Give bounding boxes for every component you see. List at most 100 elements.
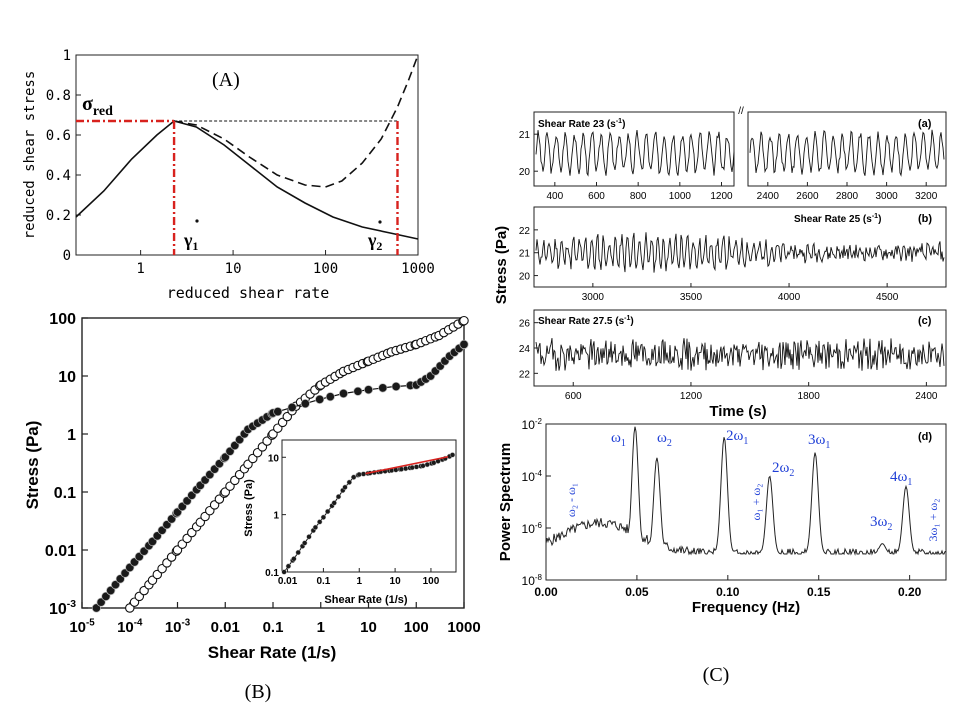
sub-a-left-xtick-label: 400: [546, 191, 563, 202]
inset-point: [351, 474, 357, 480]
inset-point: [449, 452, 456, 458]
panel-a-xlabel: reduced shear rate: [167, 284, 330, 302]
spectrum-ytick-label: 10-6: [522, 521, 543, 536]
b-xtick-label: 10-4: [117, 617, 143, 636]
spectrum-frame: [545, 423, 947, 581]
subpanel-b-title: Shear Rate 25 (s-1): [794, 213, 881, 225]
subpanel-a-label: (a): [918, 118, 932, 130]
b-filled-point: [101, 591, 111, 601]
peak-label-4omega1: 4ω1: [890, 469, 912, 488]
inset-xtick-label: 100: [423, 576, 440, 587]
inset-point: [325, 508, 331, 515]
a-xtick-label: 1: [136, 261, 144, 277]
subpanel-b-frame: [533, 206, 947, 288]
sigma-red-label: σred: [82, 93, 113, 119]
inset-point: [420, 463, 426, 469]
sub-c-xtick-label: 600: [565, 391, 582, 402]
panel-b-xticks: 10-5 10-4 10-3 0.01 0.1 1 10 100 1000: [69, 602, 481, 636]
inset-point: [335, 494, 342, 500]
b-filled-point: [363, 385, 374, 395]
inset-point: [281, 569, 287, 575]
b-filled-point: [230, 440, 240, 451]
a-ytick-label: 0.6: [46, 128, 71, 144]
b-filled-point: [325, 392, 335, 402]
inset-point: [291, 556, 297, 562]
b-filled-point: [315, 394, 325, 404]
b-filled-point: [391, 381, 401, 392]
sub-b-xtick-label: 4500: [876, 292, 899, 303]
inset-xtick-label: 0.1: [316, 576, 330, 587]
inset-xlabel: Shear Rate (1/s): [324, 594, 407, 606]
sub-c-ytick-label: 22: [519, 369, 531, 380]
inset-xtick-label: 10: [390, 576, 402, 587]
panel-b-xlabel: Shear Rate (1/s): [208, 643, 337, 662]
inset-point: [413, 464, 420, 470]
panel-a-xticks: 1 10 100 1000: [136, 250, 435, 277]
sub-b-xtick-label: 4000: [778, 292, 801, 303]
a-xtick-label: 10: [225, 261, 242, 277]
sub-b-ytick-label: 22: [519, 226, 531, 237]
b-ytick-label: 1: [67, 427, 76, 444]
subpanel-c-ticks: 22 24 26 600 1200 1800 2400: [519, 319, 938, 402]
b-ytick-label: 100: [49, 311, 76, 328]
sub-c-ytick-label: 24: [519, 344, 531, 355]
b-xtick-label: 0.01: [211, 619, 240, 636]
b-filled-point: [96, 597, 106, 607]
panel-b: (B) Shear Rate (1/s) Stress (Pa) 10-3 0.0…: [23, 311, 481, 703]
sub-a-right-xtick-label: 2600: [796, 191, 819, 202]
subpanel-b-signal: [535, 232, 945, 273]
a-xtick-label: 1000: [401, 261, 435, 277]
inset-ytick-label: 0.1: [265, 568, 279, 579]
b-xtick-label: 0.1: [263, 619, 284, 636]
inset-ytick-label: 10: [268, 453, 280, 464]
peak-label-3omega1: 3ω1: [808, 432, 830, 451]
sub-a-left-xtick-label: 1000: [669, 191, 692, 202]
subpanel-c-title: Shear Rate 27.5 (s-1): [538, 315, 634, 327]
spectrum-xtick-label: 0.15: [807, 585, 831, 599]
sub-a-left-xtick-label: 800: [630, 191, 647, 202]
a-series-solid: [75, 120, 419, 240]
b-ytick-label: 0.01: [45, 543, 76, 560]
inset-point: [356, 471, 362, 478]
b-filled-point: [106, 585, 116, 596]
inset-point: [398, 466, 405, 472]
inset-point: [346, 479, 352, 485]
subpanel-b: Shear Rate 25 (s-1) (b) 20 21 22 3000 3500 40…: [519, 206, 947, 303]
panel-a-axes-frame: [75, 54, 419, 256]
spectrum-xtick-label: 0.00: [534, 585, 558, 599]
subpanel-c: Shear Rate 27.5 (s-1) (c) 22 24 26 600 1200 1…: [519, 309, 947, 402]
a-ytick-label: 0: [63, 248, 71, 264]
sub-c-xtick-label: 2400: [915, 391, 938, 402]
panel-b-series: [91, 315, 469, 613]
panel-b-label: (B): [245, 681, 272, 703]
sub-c-signal: [535, 338, 945, 371]
peak-label-2omega1: 2ω1: [726, 428, 748, 447]
panel-c-label: (C): [703, 664, 730, 686]
b-filled-point: [353, 386, 363, 396]
spectrum-curve: [545, 426, 947, 556]
inset-point: [409, 464, 415, 471]
gamma2-label: γ2: [367, 230, 382, 253]
subpanel-d-spectrum: (d) Frequency (Hz) Power Spectrum 0.00 0.…: [497, 417, 947, 616]
subpanel-c-label: (c): [918, 315, 932, 327]
gamma1-label: γ1: [183, 230, 198, 253]
panel-b-inset: Shear Rate (1/s) Stress (Pa) 0.1 1 10 0.01…: [243, 439, 457, 606]
subpanel-b-label: (b): [918, 213, 932, 225]
spectrum-xlabel: Frequency (Hz): [692, 599, 800, 616]
b-xtick-label: 10: [360, 619, 377, 636]
panel-a-yticks: 0 0.2 0.4 0.6 0.8 1: [46, 48, 81, 264]
sub-a-right-xtick-label: 3000: [875, 191, 898, 202]
peak-label-sum: ω₁ + ω₂: [749, 484, 763, 521]
sub-c-xtick-label: 1200: [680, 391, 703, 402]
sub-a-ytick-label: 20: [519, 167, 531, 178]
inset-point: [320, 514, 327, 520]
b-filled-point: [300, 399, 310, 409]
b-xtick-label: 10-5: [69, 617, 95, 636]
b-open-point: [459, 315, 469, 326]
b-filled-point: [225, 446, 235, 456]
b-xtick-label: 10-3: [165, 617, 191, 636]
spectrum-ytick-label: 10-8: [522, 573, 543, 588]
spectrum-ytick-label: 10-2: [522, 417, 543, 432]
sub-a-right-xtick-label: 2800: [836, 191, 859, 202]
b-filled-point: [459, 339, 469, 349]
